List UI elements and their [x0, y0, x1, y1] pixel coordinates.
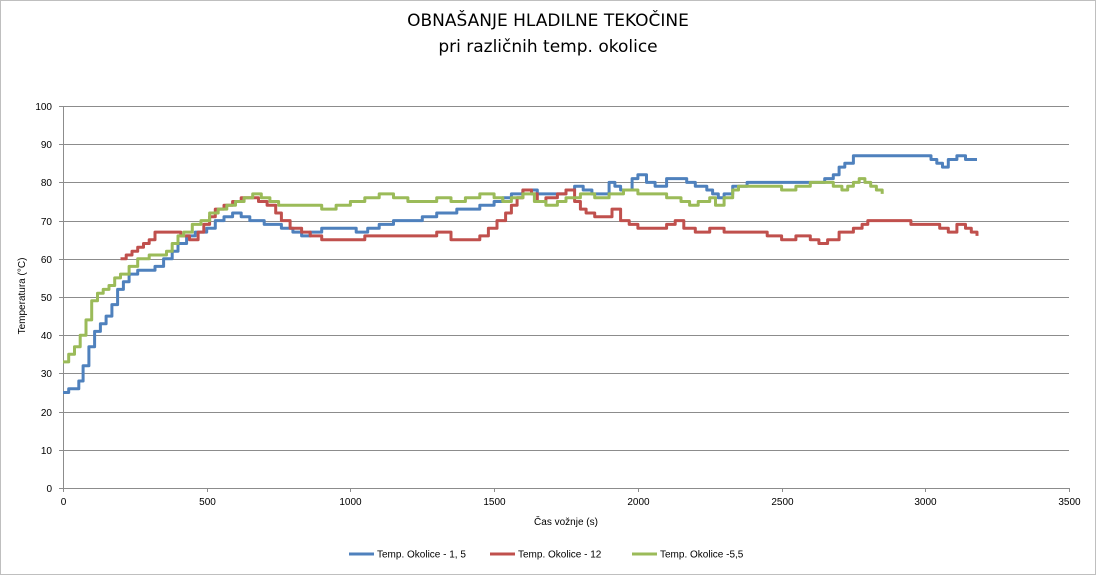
y-tick-label: 40 — [41, 331, 53, 342]
y-tick-label: 10 — [41, 446, 53, 457]
series-lines — [63, 154, 979, 394]
x-tick-label: 0 — [61, 497, 67, 508]
legend-label-1: Temp. Okolice - 1, 5 — [377, 550, 466, 561]
x-tick-label: 3500 — [1058, 497, 1081, 508]
y-tick-label: 30 — [41, 369, 53, 380]
gridlines — [63, 106, 1069, 451]
legend-label-2: Temp. Okolice - 12 — [518, 550, 602, 561]
x-tick-label: 1000 — [339, 497, 362, 508]
y-tick-label: 0 — [46, 484, 52, 495]
legend: Temp. Okolice - 1, 5 Temp. Okolice - 12 Te… — [349, 550, 744, 561]
chart-title: OBNAŠANJE HLADILNE TEKOČINE — [407, 11, 689, 31]
legend-label-3: Temp. Okolice -5,5 — [660, 550, 744, 561]
chart-subtitle: pri različnih temp. okolice — [438, 37, 658, 57]
x-tick-label: 2500 — [771, 497, 794, 508]
y-tick-label: 80 — [41, 178, 53, 189]
y-tick-label: 50 — [41, 293, 53, 304]
series-line-1 — [63, 154, 977, 394]
x-tick-label: 1500 — [483, 497, 506, 508]
series-line-3 — [63, 177, 884, 364]
y-axis-label: Temperatura (°C) — [17, 258, 28, 335]
y-tick-label: 20 — [41, 408, 53, 419]
x-tick-label: 3000 — [914, 497, 937, 508]
series-line-2 — [120, 188, 979, 261]
x-tick-label: 2000 — [627, 497, 650, 508]
axes — [59, 106, 1070, 492]
y-tick-label: 100 — [35, 102, 52, 113]
x-axis-label: Čas vožnje (s) — [534, 515, 598, 528]
x-tick-label: 500 — [199, 497, 216, 508]
y-tick-label: 70 — [41, 217, 53, 228]
y-tick-label: 60 — [41, 255, 53, 266]
y-tick-label: 90 — [41, 140, 53, 151]
